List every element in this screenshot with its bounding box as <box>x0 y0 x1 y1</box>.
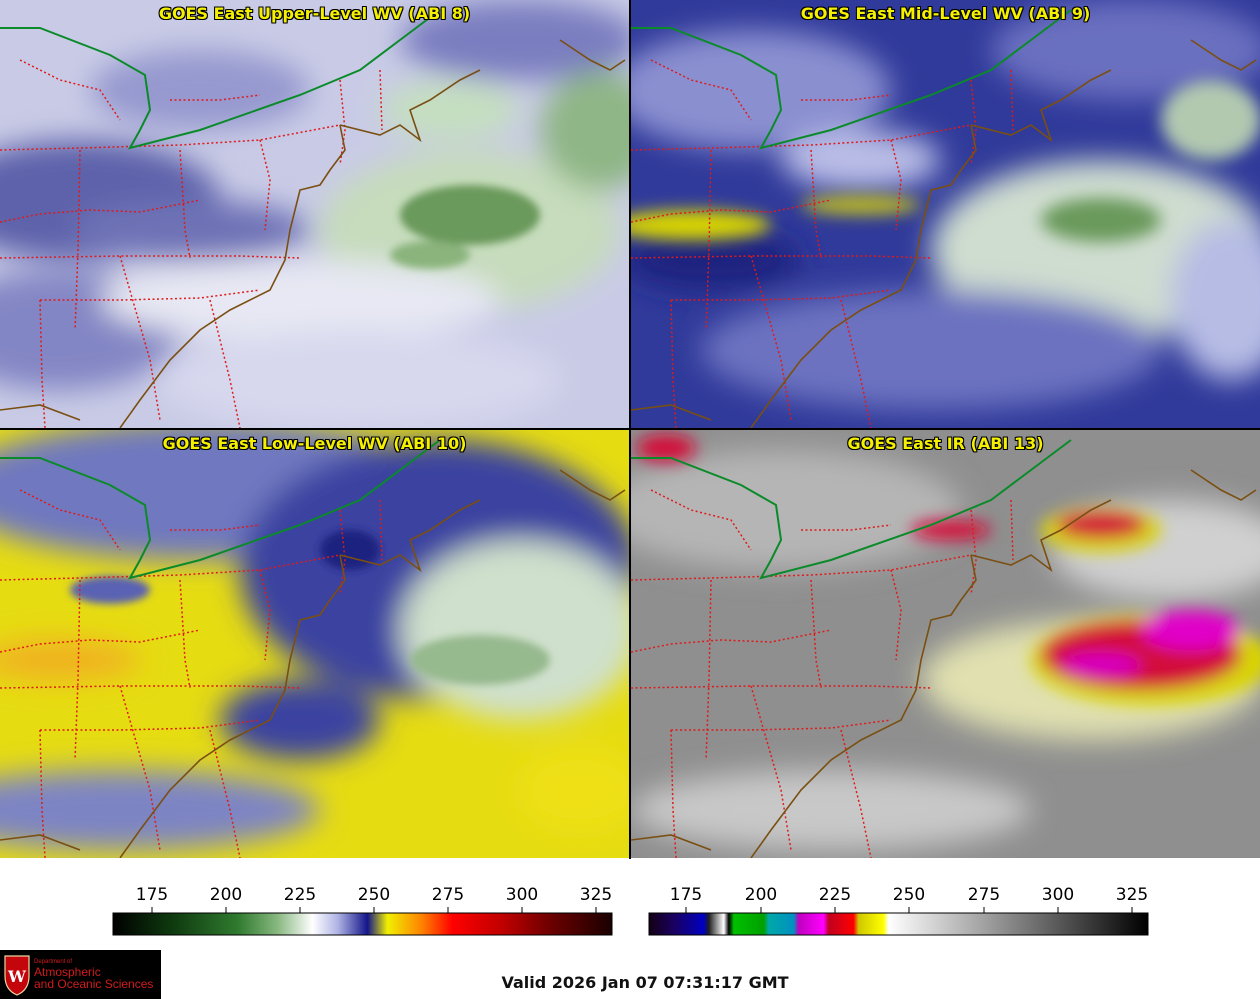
logo-line2: Atmospheric <box>34 965 101 979</box>
wv-colorbar-tick: 325 <box>580 885 612 905</box>
wv-colorbar-tick: 250 <box>358 885 390 905</box>
panel-divider-horizontal <box>0 428 1260 430</box>
wv-colorbar-tick: 300 <box>506 885 538 905</box>
wv-colorbar-tick: 175 <box>136 885 168 905</box>
logo-line1: Department of <box>34 959 73 965</box>
low-level-wv-image <box>0 430 629 858</box>
wv-colorbar-tick: 275 <box>432 885 464 905</box>
wv-colorbar-tick: 200 <box>210 885 242 905</box>
logo-text: Department of Atmospheric and Oceanic Sc… <box>34 958 153 990</box>
ir-colorbar-tick: 225 <box>819 885 851 905</box>
uw-crest-icon: W <box>4 955 30 996</box>
mid-level-wv-image <box>631 0 1260 428</box>
upper-level-wv-image <box>0 0 629 428</box>
ir-colorbar-tick: 250 <box>893 885 925 905</box>
ir-colorbar-tick: 275 <box>968 885 1000 905</box>
panel-title: GOES East Low-Level WV (ABI 10) <box>162 434 467 453</box>
panel-mid-level-wv: GOES East Mid-Level WV (ABI 9) <box>631 0 1260 428</box>
ir-colorbar-tick: 300 <box>1042 885 1074 905</box>
panel-title: GOES East Mid-Level WV (ABI 9) <box>800 4 1091 23</box>
ir-colorbar: 175 200 225 250 275 300 325 <box>641 878 1156 940</box>
ir-colorbar-tick: 175 <box>670 885 702 905</box>
aos-logo: W Department of Atmospheric and Oceanic … <box>0 950 161 999</box>
ir-image <box>631 430 1260 858</box>
panel-ir: GOES East IR (ABI 13) <box>631 430 1260 858</box>
wv-colorbar: 175 200 225 250 275 300 325 <box>105 878 620 940</box>
panel-title: GOES East Upper-Level WV (ABI 8) <box>158 4 471 23</box>
logo-line3: and Oceanic Sciences <box>34 977 154 991</box>
panel-upper-level-wv: GOES East Upper-Level WV (ABI 8) <box>0 0 629 428</box>
wv-colorbar-tick: 225 <box>284 885 316 905</box>
valid-time: Valid 2026 Jan 07 07:31:17 GMT <box>501 973 789 992</box>
svg-text:W: W <box>7 967 27 986</box>
panel-title: GOES East IR (ABI 13) <box>847 434 1044 453</box>
panel-low-level-wv: GOES East Low-Level WV (ABI 10) <box>0 430 629 858</box>
ir-colorbar-tick: 325 <box>1116 885 1148 905</box>
ir-colorbar-tick: 200 <box>745 885 777 905</box>
